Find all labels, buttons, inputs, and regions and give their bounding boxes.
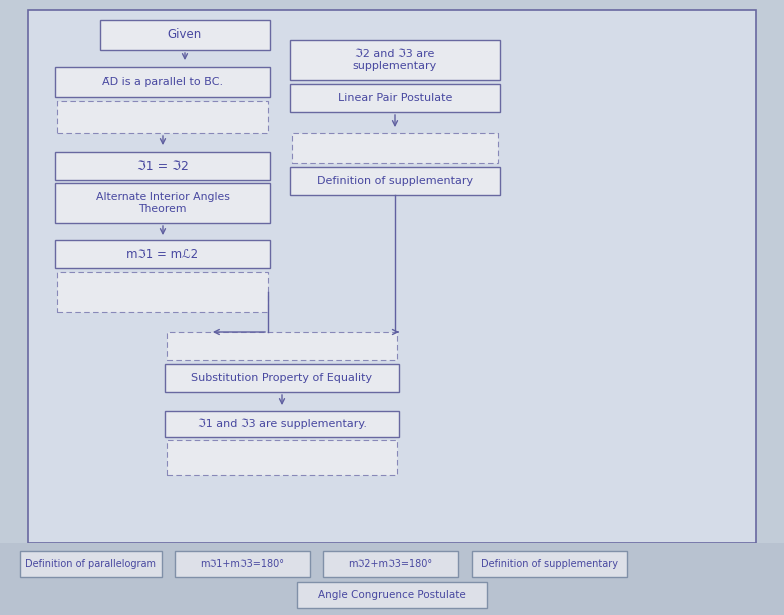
FancyBboxPatch shape [472, 551, 627, 577]
Text: Definition of supplementary: Definition of supplementary [317, 176, 473, 186]
Text: Definition of supplementary: Definition of supplementary [481, 559, 618, 569]
FancyBboxPatch shape [165, 364, 399, 392]
FancyBboxPatch shape [323, 551, 458, 577]
Text: Definition of parallelogram: Definition of parallelogram [26, 559, 157, 569]
Text: mℑ1 = mℒ2: mℑ1 = mℒ2 [126, 247, 198, 261]
Text: Substitution Property of Equality: Substitution Property of Equality [191, 373, 372, 383]
FancyBboxPatch shape [55, 67, 270, 97]
FancyBboxPatch shape [55, 183, 270, 223]
FancyBboxPatch shape [20, 551, 162, 577]
FancyBboxPatch shape [55, 240, 270, 268]
FancyBboxPatch shape [167, 440, 397, 475]
Text: mℑ2+mℑ3=180°: mℑ2+mℑ3=180° [348, 559, 433, 569]
FancyBboxPatch shape [100, 20, 270, 50]
Bar [0, 543, 784, 615]
FancyBboxPatch shape [57, 101, 268, 133]
FancyBboxPatch shape [57, 272, 268, 312]
FancyBboxPatch shape [290, 84, 500, 112]
FancyBboxPatch shape [292, 133, 498, 163]
FancyBboxPatch shape [290, 167, 500, 195]
FancyBboxPatch shape [55, 152, 270, 180]
Text: mℑ1+mℑ3=180°: mℑ1+mℑ3=180° [201, 559, 285, 569]
Text: Given: Given [168, 28, 202, 41]
FancyBboxPatch shape [28, 10, 756, 543]
Text: Angle Congruence Postulate: Angle Congruence Postulate [318, 590, 466, 600]
FancyBboxPatch shape [175, 551, 310, 577]
Text: ℑ1 = ℑ2: ℑ1 = ℑ2 [136, 159, 188, 172]
FancyBboxPatch shape [290, 40, 500, 80]
Text: Alternate Interior Angles
Theorem: Alternate Interior Angles Theorem [96, 192, 230, 215]
Text: ĀD is a parallel to B̄C.: ĀD is a parallel to B̄C. [102, 77, 223, 87]
Text: ℑ1 and ℑ3 are supplementary.: ℑ1 and ℑ3 are supplementary. [198, 419, 366, 429]
FancyBboxPatch shape [165, 411, 399, 437]
Text: ℑ2 and ℑ3 are
supplementary: ℑ2 and ℑ3 are supplementary [353, 49, 437, 71]
FancyBboxPatch shape [167, 332, 397, 360]
FancyBboxPatch shape [297, 582, 487, 608]
Text: Linear Pair Postulate: Linear Pair Postulate [338, 93, 452, 103]
